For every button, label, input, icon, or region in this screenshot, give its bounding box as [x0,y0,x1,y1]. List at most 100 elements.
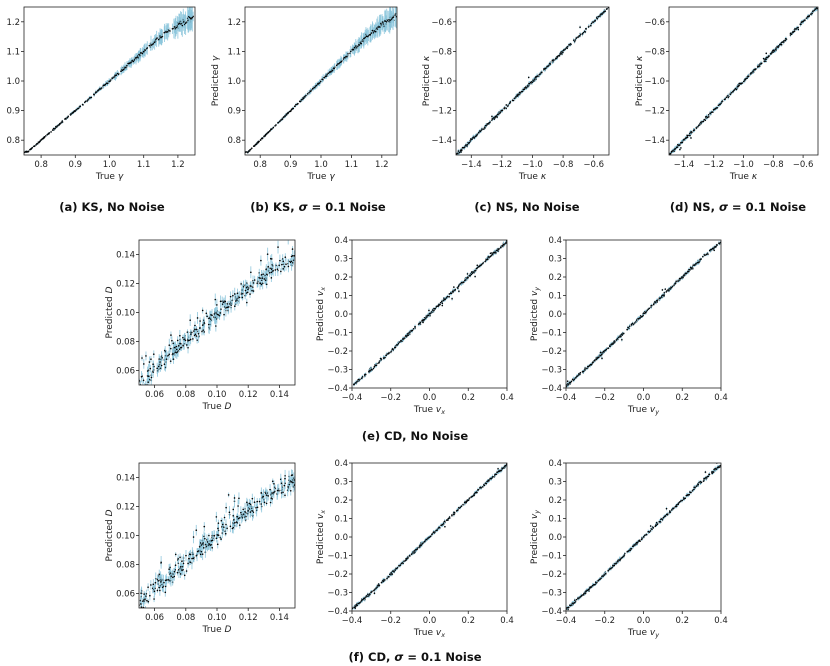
data-point [241,292,244,295]
data-point [439,301,442,304]
data-point [652,303,655,306]
data-point [460,149,463,152]
data-point [408,332,410,334]
data-point [369,33,371,36]
data-point [156,37,158,39]
data-point [268,271,271,274]
y-tick-label: 0.12 [116,280,135,290]
data-point [148,361,151,363]
data-point [807,15,809,18]
data-point [775,47,777,49]
data-point [814,8,816,10]
data-point [742,80,745,83]
x-tick-label: −1.4 [461,160,482,170]
data-point [464,279,467,281]
data-point [527,76,530,79]
data-point [457,150,460,152]
data-point [229,303,231,305]
data-point [267,131,270,134]
data-point [601,357,603,360]
data-point [695,127,698,129]
x-tick-label: 0.06 [145,390,164,400]
data-point [646,309,648,312]
data-point [287,265,290,268]
data-point [690,268,692,270]
data-point [309,90,312,93]
data-point [325,75,328,77]
data-point [494,115,497,118]
data-point [240,283,242,285]
data-point [516,94,519,97]
data-point [389,19,392,21]
x-axis-label: True vx [413,405,445,416]
y-tick-label: −0.6 [431,18,452,28]
data-point [688,134,690,137]
data-point [149,367,152,370]
y-tick-label: −0.3 [327,366,348,376]
data-point [70,113,72,115]
data-point [570,380,573,383]
data-point [193,330,195,332]
data-point [242,508,245,511]
y-tick-label: −0.3 [541,366,562,376]
data-point [122,68,125,71]
data-point [157,365,160,368]
data-point [392,16,395,18]
data-point [680,141,682,144]
data-point [141,357,143,359]
x-tick-label: 0.4 [500,393,514,403]
data-point [406,333,409,335]
data-point [422,321,424,324]
data-point [599,351,602,354]
x-axis-label: True γ [95,172,124,182]
x-tick-label: 1.1 [345,160,359,170]
data-point [236,299,238,301]
data-point [165,31,168,33]
data-point [147,375,150,378]
data-point [278,264,280,267]
y-axis-label: Predicted vy [530,287,541,341]
data-point [687,270,689,273]
x-tick-label: 0.14 [270,390,289,400]
data-point [214,298,217,301]
x-axis-label: True γ [306,172,335,182]
data-point [74,109,76,112]
data-point [754,68,757,71]
y-tick-label: 0.4 [334,236,348,246]
data-point [711,247,714,250]
data-point [400,339,402,342]
data-point [179,342,182,345]
data-point [272,126,275,129]
data-point [139,386,141,388]
y-tick-label: −1.2 [431,107,452,117]
x-tick-label: −0.8 [553,160,574,170]
y-tick-label: 0.9 [6,107,20,117]
data-point [182,344,184,347]
data-point [130,61,132,64]
data-point [440,300,443,303]
data-point [391,348,394,350]
data-point [95,91,97,93]
data-point [124,66,126,69]
data-point [321,78,323,81]
data-point [259,277,261,279]
data-point [650,304,652,307]
data-point [811,12,813,15]
data-point [617,336,620,339]
data-point [493,251,495,254]
data-point [655,299,658,302]
data-point [414,326,416,328]
data-point [262,273,264,276]
data-point [714,107,717,110]
data-point [576,375,578,378]
data-point [216,304,218,306]
data-point [453,286,455,288]
data-point [662,294,664,296]
data-point [473,270,476,272]
data-point [165,358,168,360]
data-point [186,331,189,333]
data-point [676,146,678,149]
data-point [620,335,622,338]
data-point [50,131,52,133]
data-point [495,249,498,252]
